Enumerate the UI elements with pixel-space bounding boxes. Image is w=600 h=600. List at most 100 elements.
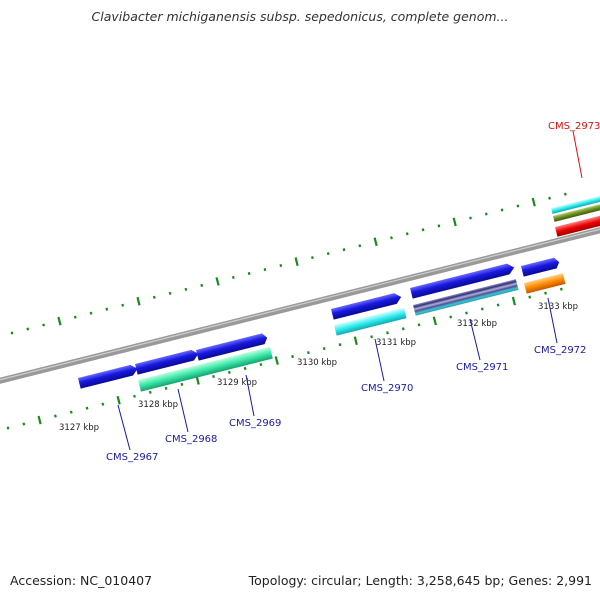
gene-label-cms-2972[interactable]: CMS_2972 <box>534 345 586 356</box>
minor-tick <box>200 283 204 287</box>
scale-label-3128: 3128 kbp <box>138 400 178 410</box>
gene-label-cms-2973[interactable]: CMS_2973 <box>548 121 600 132</box>
minor-tick <box>6 426 10 430</box>
minor-tick <box>133 394 136 398</box>
minor-tick <box>405 232 409 236</box>
minor-tick <box>559 287 563 291</box>
major-tick <box>116 395 121 405</box>
minor-tick <box>180 382 184 386</box>
gene-feature-cms-2972[interactable] <box>521 257 561 277</box>
gene-feature-cms-2970[interactable] <box>331 292 403 320</box>
gene-label-cms-2970[interactable]: CMS_2970 <box>361 383 413 394</box>
minor-tick <box>89 311 93 315</box>
major-tick <box>452 217 457 227</box>
minor-tick <box>484 212 488 216</box>
scale-label-3130: 3130 kbp <box>297 358 337 368</box>
minor-tick <box>69 410 73 414</box>
minor-tick <box>212 374 215 378</box>
minor-tick <box>322 347 326 351</box>
minor-tick <box>168 291 172 295</box>
lower-tick-track <box>6 287 563 430</box>
minor-tick <box>390 236 393 240</box>
cds-bar-cms-2972[interactable] <box>524 273 566 294</box>
major-tick <box>136 296 141 306</box>
major-tick <box>511 296 516 306</box>
gene-label-cms-2967[interactable]: CMS_2967 <box>106 452 158 463</box>
major-tick <box>274 356 279 365</box>
minor-tick <box>26 327 30 331</box>
minor-tick <box>544 291 547 295</box>
minor-tick <box>22 422 26 426</box>
major-tick <box>195 376 200 385</box>
cds-bar-cms-2971[interactable] <box>413 279 519 316</box>
gene-feature-cms-2973-red[interactable] <box>555 212 600 237</box>
scale-label-3132: 3132 kbp <box>457 319 497 329</box>
cds-bar-cms-2968[interactable] <box>138 346 273 392</box>
minor-tick <box>307 351 310 355</box>
minor-tick <box>386 331 389 335</box>
minor-tick <box>164 386 168 390</box>
gene-feature-cms-2968[interactable] <box>135 348 200 375</box>
minor-tick <box>496 303 500 307</box>
gene-feature-cms-2971[interactable] <box>410 262 515 299</box>
minor-tick <box>42 323 45 327</box>
minor-tick <box>148 390 152 394</box>
minor-tick <box>449 315 453 319</box>
cds-bar-cms-2970[interactable] <box>334 307 407 336</box>
scale-label-3129: 3129 kbp <box>217 378 257 388</box>
minor-tick <box>465 311 468 315</box>
minor-tick <box>401 327 405 331</box>
minor-tick <box>528 295 532 299</box>
gene-label-leaders <box>117 297 558 451</box>
gene-label-cms-2968[interactable]: CMS_2968 <box>165 434 217 445</box>
major-tick <box>531 197 536 207</box>
minor-tick <box>437 224 441 228</box>
minor-tick <box>469 216 472 220</box>
minor-tick <box>358 244 362 248</box>
minor-tick <box>259 363 263 367</box>
minor-tick <box>291 355 294 359</box>
minor-tick <box>105 307 109 311</box>
minor-tick <box>85 406 89 410</box>
minor-tick <box>231 275 235 279</box>
upper-tick-track <box>10 192 567 335</box>
minor-tick <box>279 264 283 268</box>
minor-tick <box>247 271 251 276</box>
minor-tick <box>342 248 346 252</box>
minor-tick <box>417 323 421 327</box>
minor-tick <box>326 252 330 256</box>
genome-backbone <box>0 227 600 384</box>
scale-label-3133: 3133 kbp <box>538 302 578 312</box>
minor-tick <box>73 315 77 319</box>
minor-tick <box>421 228 425 232</box>
minor-tick <box>121 303 125 307</box>
scale-label-3127: 3127 kbp <box>59 423 99 433</box>
minor-tick <box>152 295 156 299</box>
major-tick <box>373 237 378 247</box>
gene-feature-cms-2969[interactable] <box>196 332 269 361</box>
minor-tick <box>548 196 551 200</box>
major-tick <box>37 415 42 425</box>
minor-tick <box>311 256 314 260</box>
minor-tick <box>370 335 373 339</box>
gene-label-cms-2971[interactable]: CMS_2971 <box>456 362 508 373</box>
gene-feature-cms-2973-olive[interactable] <box>553 201 600 222</box>
major-tick <box>353 336 358 346</box>
gene-feature-cms-2967[interactable] <box>78 363 139 389</box>
minor-tick <box>10 331 14 335</box>
gene-feature-cms-2973-cyan[interactable] <box>551 193 600 214</box>
gene-label-leader-cms-2973 <box>572 130 583 179</box>
genome-backbone-highlight <box>0 228 600 381</box>
gene-label-cms-2969[interactable]: CMS_2969 <box>229 418 281 429</box>
minor-tick <box>263 268 267 272</box>
major-tick <box>432 316 437 326</box>
minor-tick <box>338 343 342 347</box>
minor-tick <box>243 366 247 371</box>
genome-title: Clavibacter michiganensis subsp. sepedon… <box>91 9 509 24</box>
minor-tick <box>54 414 57 418</box>
minor-tick <box>516 204 520 208</box>
genome-summary: Topology: circular; Length: 3,258,645 bp… <box>248 573 592 588</box>
minor-tick <box>500 208 504 212</box>
